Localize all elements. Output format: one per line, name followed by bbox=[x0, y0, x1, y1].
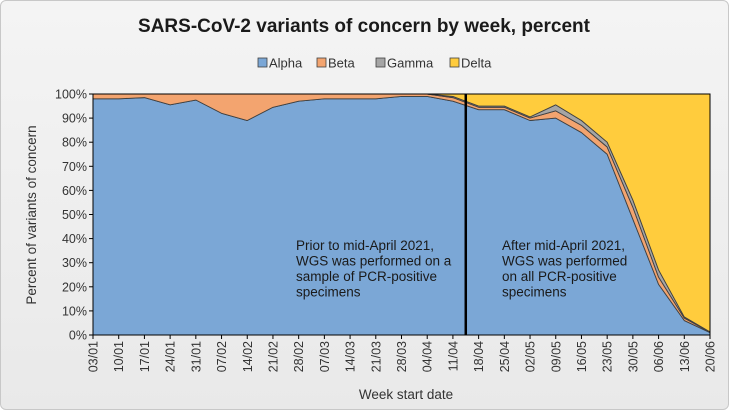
chart-title: SARS-CoV-2 variants of concern by week, … bbox=[138, 16, 591, 37]
x-tick-label: 06/06 bbox=[652, 341, 666, 372]
y-tick-label: 30% bbox=[62, 256, 87, 270]
x-tick-label: 28/02 bbox=[292, 341, 306, 372]
after-mid-april-note-line: WGS was performed bbox=[502, 254, 627, 269]
prior-mid-april-note-line: WGS was performed on a bbox=[296, 254, 452, 269]
x-tick-label: 07/03 bbox=[318, 341, 332, 372]
annotations: Prior to mid-April 2021, WGS was performe… bbox=[296, 238, 627, 300]
x-tick-label: 02/05 bbox=[524, 341, 538, 372]
legend-item-delta: Delta bbox=[449, 56, 492, 71]
x-tick-label: 21/03 bbox=[369, 341, 383, 372]
x-tick-label: 03/01 bbox=[87, 341, 101, 372]
x-tick-label: 14/02 bbox=[241, 341, 255, 372]
legend-label-beta: Beta bbox=[328, 56, 356, 71]
plot-area: 0% 10% 20% 30% 40% 50% 60% 70% 80% 90% 100% 03/01 10… bbox=[55, 88, 717, 373]
x-tick-label: 23/05 bbox=[601, 341, 615, 372]
x-tick-label: 04/04 bbox=[421, 341, 435, 372]
y-tick-label: 80% bbox=[62, 136, 87, 150]
legend-label-delta: Delta bbox=[461, 56, 492, 71]
y-tick-label: 50% bbox=[62, 208, 87, 222]
y-tick-label: 90% bbox=[62, 112, 87, 126]
x-tick-label: 07/02 bbox=[215, 341, 229, 372]
x-tick-label: 17/01 bbox=[138, 341, 152, 372]
y-tick-label: 100% bbox=[55, 88, 87, 102]
y-axis-title: Percent of variants of concern bbox=[24, 125, 39, 304]
x-tick-label: 16/05 bbox=[575, 341, 589, 372]
legend-item-alpha: Alpha bbox=[257, 56, 303, 71]
y-tick-label: 10% bbox=[62, 304, 87, 318]
x-tick-label: 30/05 bbox=[626, 341, 640, 372]
y-tick-label: 70% bbox=[62, 160, 87, 174]
prior-mid-april-note-line: sample of PCR-positive bbox=[296, 269, 437, 284]
prior-mid-april-note-line: Prior to mid-April 2021, bbox=[296, 238, 434, 253]
x-tick-label: 13/06 bbox=[678, 341, 692, 372]
after-mid-april-note: After mid-April 2021, WGS was performed on… bbox=[502, 238, 627, 300]
legend-label-gamma: Gamma bbox=[387, 56, 434, 71]
x-tick-label: 09/05 bbox=[549, 341, 563, 372]
after-mid-april-note-line: After mid-April 2021, bbox=[502, 238, 625, 253]
x-tick-label: 14/03 bbox=[344, 341, 358, 372]
y-tick-label: 40% bbox=[62, 232, 87, 246]
legend-item-beta: Beta bbox=[316, 56, 356, 71]
y-tick-label: 60% bbox=[62, 184, 87, 198]
y-tick-label: 20% bbox=[62, 280, 87, 294]
x-axis-title: Week start date bbox=[359, 387, 453, 402]
legend-swatch-alpha bbox=[257, 57, 268, 68]
x-tick-label: 20/06 bbox=[704, 341, 718, 372]
x-tick-label: 24/01 bbox=[164, 341, 178, 372]
legend-item-gamma: Gamma bbox=[375, 56, 434, 71]
x-tick-label: 18/04 bbox=[472, 341, 486, 372]
legend-swatch-gamma bbox=[375, 57, 386, 68]
legend-label-alpha: Alpha bbox=[269, 56, 303, 71]
x-tick-label: 31/01 bbox=[189, 341, 203, 372]
y-tick-label: 0% bbox=[69, 329, 87, 343]
legend: Alpha Beta Gamma Delta bbox=[257, 56, 492, 71]
legend-swatch-beta bbox=[316, 57, 327, 68]
legend-swatch-delta bbox=[449, 57, 460, 68]
prior-mid-april-note-line: specimens bbox=[296, 285, 361, 300]
after-mid-april-note-line: specimens bbox=[502, 285, 567, 300]
after-mid-april-note-line: on all PCR-positive bbox=[502, 269, 617, 284]
x-tick-label: 28/03 bbox=[395, 341, 409, 372]
prior-mid-april-note: Prior to mid-April 2021, WGS was performe… bbox=[296, 238, 452, 300]
x-tick-label: 10/01 bbox=[112, 341, 126, 372]
x-tick-label: 25/04 bbox=[498, 341, 512, 372]
x-tick-label: 21/02 bbox=[266, 341, 280, 372]
x-tick-label: 11/04 bbox=[446, 341, 460, 371]
